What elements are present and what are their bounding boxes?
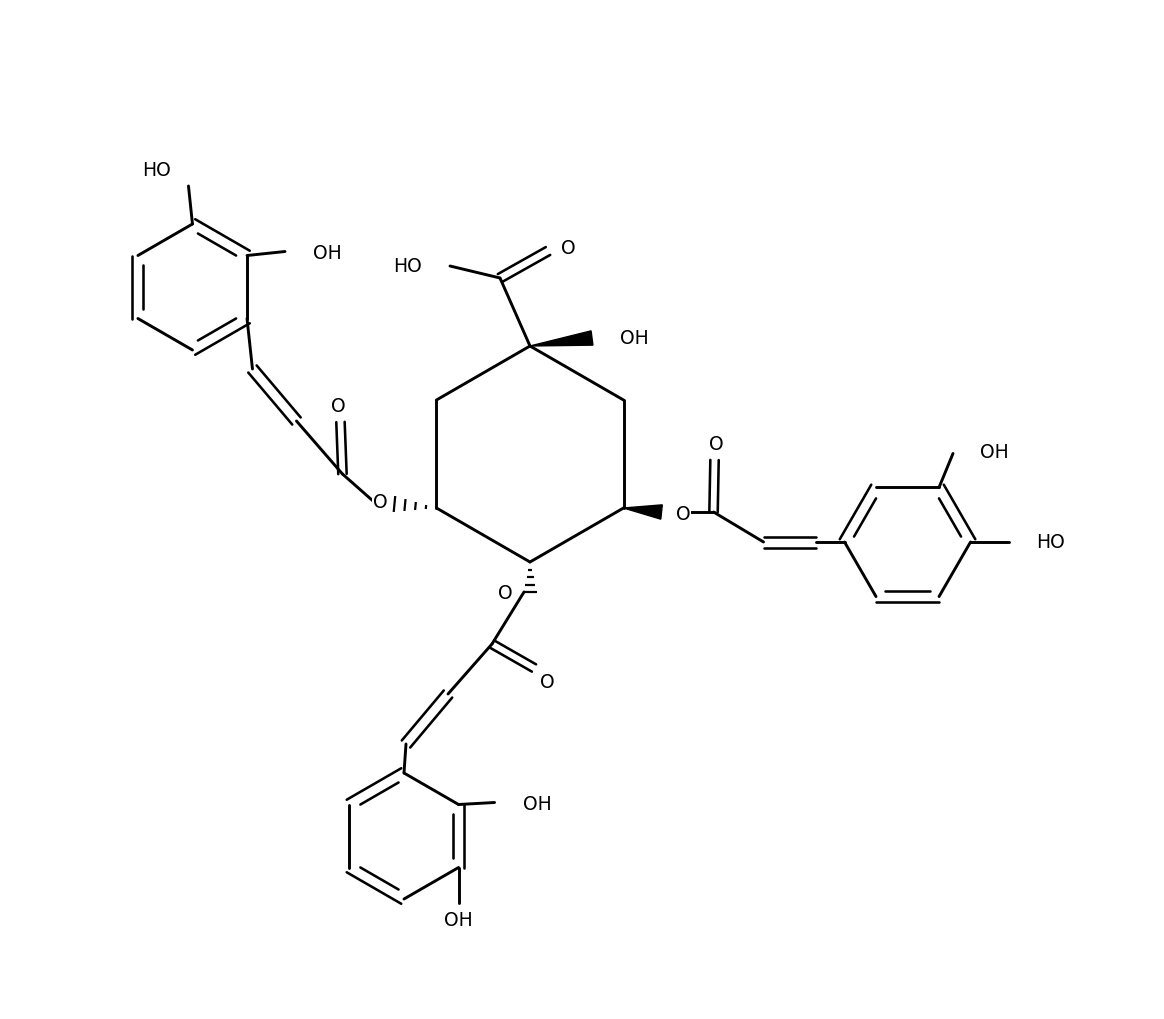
Text: OH: OH: [523, 794, 552, 813]
Text: O: O: [675, 504, 690, 523]
Polygon shape: [530, 331, 592, 346]
Text: O: O: [498, 584, 513, 603]
Text: OH: OH: [313, 244, 342, 263]
Text: O: O: [374, 493, 388, 512]
Text: O: O: [561, 238, 576, 257]
Text: O: O: [331, 397, 346, 416]
Text: HO: HO: [1036, 533, 1065, 552]
Text: HO: HO: [142, 160, 170, 179]
Text: O: O: [709, 435, 724, 454]
Text: HO: HO: [393, 256, 423, 275]
Polygon shape: [624, 505, 662, 520]
Text: OH: OH: [620, 328, 648, 347]
Text: OH: OH: [980, 442, 1009, 462]
Text: OH: OH: [445, 910, 473, 929]
Text: O: O: [540, 673, 554, 692]
